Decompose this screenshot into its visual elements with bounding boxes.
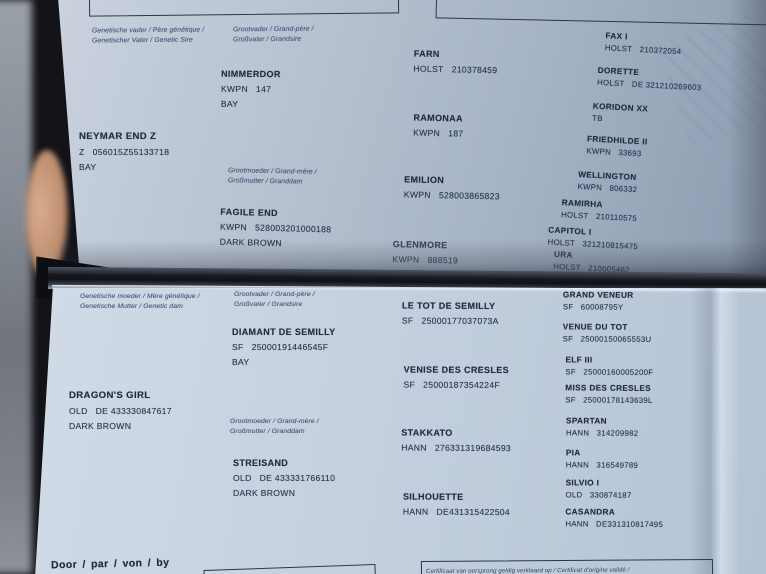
label-granddam-top: Grootmoeder / Grand-mère / Großmutter / … [227,167,317,186]
horse-name: KORIDON XX [592,101,649,114]
horse-name: SILVIO I [565,478,600,488]
entry-ramonaa: RAMONAA KWPN 187 [413,113,464,139]
entry-nimmerdor: NIMMERDOR KWPN 147 BAY [221,69,281,109]
horse-name: SPARTAN [566,416,607,426]
entry-koridon-xx: KORIDON XX TB [592,102,648,126]
horse-name: STREISAND [233,458,289,468]
entry-diamant-de-semilly: DIAMANT DE SEMILLY SF 25000191446545F BA… [232,327,335,367]
entry-miss-des-cresles: MISS DES CRESLES SF 25000178143639L [565,383,653,405]
horse-name: EMILION [404,174,445,186]
horse-registration: SF 25000150065553U [562,334,652,344]
horse-name: DRAGON'S GIRL [69,390,151,401]
horse-registration: OLD 330874187 [565,490,632,500]
horse-registration: SF 25000187354224F [403,379,500,391]
entry-streisand: STREISAND OLD DE 433331766110 DARK BROWN [233,458,335,498]
pedigree-page-upper [58,0,766,274]
horse-registration: Z 056015Z55133718 [79,147,170,157]
horse-registration: KWPN 528003865823 [403,189,500,202]
entry-silvio-i: SILVIO I OLD 330874187 [566,478,632,499]
horse-registration: HOLST 210378459 [413,63,498,76]
pedigree-page-lower [35,288,766,574]
horse-color: BAY [220,98,239,109]
horse-registration: HANN 276331319684593 [401,442,512,454]
entry-fax-i: FAX I HOLST 210372054 [605,31,683,56]
page-crease [690,288,740,574]
horse-registration: HANN 314209982 [565,428,639,438]
horse-color: DARK BROWN [233,488,296,498]
horse-registration: SF 25000177037073A [401,315,499,327]
entry-stakkato: STAKKATO HANN 276331319684593 [401,428,511,454]
horse-registration: HANN DE431315422504 [402,506,511,518]
entry-pia: PIA HANN 316549789 [566,448,639,470]
horse-name: NIMMERDOR [221,68,281,80]
label-granddam-bottom: Grootmoeder / Grand-mère / Großmutter / … [230,418,319,435]
horse-name: VENUE DU TOT [562,322,628,332]
horse-name: FRIEDHILDE II [586,134,648,147]
horse-color: DARK BROWN [69,421,132,431]
horse-registration: SF 25000191446545F [232,342,329,352]
horse-name: FARN [413,48,440,60]
entry-casandra: CASANDRA HANN DE331310817495 [565,507,663,529]
entry-friedhilde-ii: FRIEDHILDE II KWPN 33693 [586,134,648,158]
certificate-note: Certificaat van oorsprong geldig verklaa… [425,566,630,574]
horse-name: DIAMANT DE SEMILLY [232,327,336,337]
horse-registration: SF 25000160005200F [565,367,654,377]
horse-registration: OLD DE 433331766110 [233,473,336,483]
entry-le-tot-de-semilly: LE TOT DE SEMILLY SF 25000177037073A [402,301,499,327]
horse-registration: KWPN 147 [220,83,272,95]
horse-name: NEYMAR END Z [79,131,157,142]
entry-venue-du-tot: VENUE DU TOT SF 25000150065553U [563,322,652,344]
horse-name: GRAND VENEUR [562,290,634,300]
horse-registration: KWPN 528003201000188 [219,221,332,235]
horse-name: MISS DES CRESLES [565,383,651,393]
horse-name: STAKKATO [401,427,453,438]
blurred-background-edge [0,0,32,574]
entry-dragons-girl: DRAGON'S GIRL OLD DE 433330847617 DARK B… [69,390,172,431]
entry-silhouette: SILHOUETTE HANN DE431315422504 [403,492,510,518]
horse-name: ELF III [565,355,593,365]
horse-name: SILHOUETTE [402,491,464,502]
entry-grand-veneur: GRAND VENEUR SF 60008795Y [563,290,634,311]
horse-registration: KWPN 187 [413,127,464,139]
horse-name: VENISE DES CRESLES [403,364,509,376]
horse-name: WELLINGTON [577,169,637,182]
certificate-box-outline: Certificaat van oorsprong geldig verklaa… [420,558,714,574]
horse-name: PIA [565,448,581,458]
entry-venise-des-cresles: VENISE DES CRESLES SF 25000187354224F [404,365,509,391]
label-grandsire-bottom: Grootvader / Grand-père / Großvater / Gr… [234,291,315,308]
horse-registration: OLD DE 433330847617 [69,406,172,416]
entry-wellington: WELLINGTON KWPN 806332 [577,170,638,194]
page-right-shadow [728,0,766,274]
horse-registration: HANN 316549789 [565,460,639,470]
entry-ramirha: RAMIRHA HOLST 210110575 [561,198,638,223]
label-grandsire-top: Grootvader / Grand-père / Großvater / Gr… [232,25,314,44]
entry-emilion: EMILION KWPN 528003865823 [404,174,501,201]
horse-registration: SF 60008795Y [562,302,624,312]
horse-name: FAGILE END [220,206,279,219]
entry-neymar-end-z: NEYMAR END Z Z 056015Z55133718 BAY [79,131,169,172]
horse-color: BAY [232,357,250,367]
label-genetic-dam: Genetische moeder / Mère génétique / Gen… [80,293,200,310]
horse-registration: HANN DE331310817495 [565,519,664,530]
entry-farn: FARN HOLST 210378459 [413,49,497,76]
entry-spartan: SPARTAN HANN 314209982 [566,416,639,438]
entry-elf-iii: ELF III SF 25000160005200F [565,355,653,377]
horse-name: RAMONAA [413,112,464,124]
horse-registration: SF 25000178143639L [565,395,653,405]
horse-color: BAY [79,162,97,172]
horse-name: CASANDRA [565,507,616,517]
label-genetic-sire: Genetische vader / Père génétique / Gene… [91,26,205,45]
horse-name: LE TOT DE SEMILLY [401,300,496,312]
